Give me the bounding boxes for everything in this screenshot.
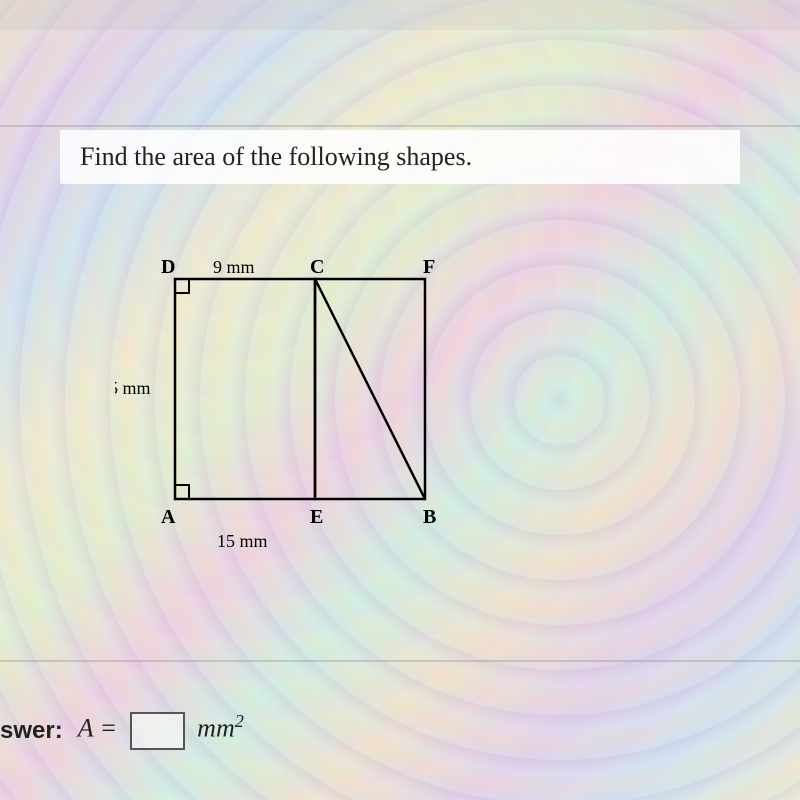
dimension-dc: 9 mm (213, 257, 255, 277)
vertex-label-c: C (310, 256, 324, 278)
rectangle-dcea (175, 279, 315, 499)
answer-variable: A (78, 714, 93, 743)
dimension-ae: 15 mm (217, 531, 268, 551)
top-toolbar-area (0, 0, 800, 30)
vertex-label-b: B (423, 506, 436, 528)
diagram-svg: D C F A E B 9 mm 15 mm 15 mm (115, 229, 495, 569)
answer-input-box[interactable] (130, 712, 185, 750)
answer-equals: = (100, 714, 118, 743)
content-container: Find the area of the following shapes. D… (60, 130, 740, 650)
dimension-da: 15 mm (115, 378, 151, 398)
vertex-label-f: F (423, 256, 435, 278)
answer-exponent: 2 (235, 711, 244, 731)
answer-row: swer: A = mm2 (0, 711, 244, 750)
right-angle-d (175, 279, 189, 293)
vertex-label-e: E (310, 506, 323, 528)
geometry-diagram: D C F A E B 9 mm 15 mm 15 mm (115, 229, 495, 569)
divider-bottom (0, 660, 800, 662)
vertex-label-d: D (161, 256, 175, 278)
answer-unit: mm (197, 714, 235, 743)
diagonal-cb (315, 279, 425, 499)
divider-top (0, 125, 800, 127)
right-angle-a (175, 485, 189, 499)
answer-formula: A = mm2 (78, 711, 244, 750)
vertex-label-a: A (161, 506, 176, 528)
answer-label-prefix: swer: (0, 717, 63, 745)
question-prompt: Find the area of the following shapes. (60, 130, 740, 184)
